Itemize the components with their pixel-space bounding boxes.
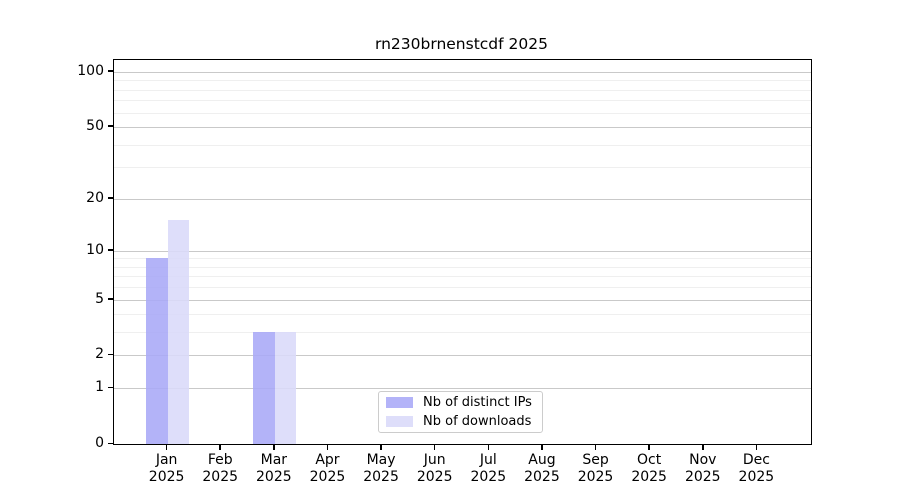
major-gridline [114, 250, 811, 252]
x-tick-label: Sep 2025 [577, 452, 614, 485]
bar-downloads [167, 220, 190, 444]
major-gridline [114, 126, 811, 128]
minor-gridline [114, 144, 811, 146]
minor-gridline [114, 332, 811, 334]
minor-gridline [114, 112, 811, 114]
major-gridline [114, 71, 811, 73]
legend-label: Nb of distinct IPs [423, 395, 532, 410]
x-tick-mark [594, 444, 597, 450]
x-tick-mark [648, 444, 650, 450]
minor-gridline [114, 314, 811, 316]
y-tick-mark [108, 353, 113, 356]
y-tick-mark [108, 249, 113, 251]
minor-gridline [114, 167, 811, 169]
major-gridline [114, 198, 811, 200]
x-tick-mark [219, 444, 221, 450]
major-gridline [114, 299, 811, 301]
y-tick-label: 20 [86, 189, 104, 206]
bar-distinct-ips [253, 332, 275, 444]
legend-item-distinct-ips: Nb of distinct IPs [386, 395, 535, 410]
downloads-swatch-icon [386, 416, 413, 427]
x-tick-mark [487, 444, 490, 450]
legend: Nb of distinct IPs Nb of downloads [378, 391, 543, 433]
plot-area [113, 59, 812, 445]
x-tick-label: Apr 2025 [309, 452, 346, 485]
y-tick-mark [108, 197, 113, 199]
bar-distinct-ips [146, 258, 168, 444]
major-gridline [114, 355, 811, 357]
x-tick-label: Dec 2025 [738, 452, 775, 485]
x-tick-label: Jun 2025 [416, 452, 453, 485]
y-tick-mark [108, 442, 113, 444]
y-tick-label: 2 [95, 346, 104, 363]
minor-gridline [114, 89, 811, 91]
x-tick-label: Oct 2025 [631, 452, 667, 485]
minor-gridline [114, 100, 811, 102]
bar-downloads [274, 332, 297, 444]
legend-label: Nb of downloads [423, 414, 532, 429]
major-gridline [114, 388, 811, 390]
x-tick-mark [433, 444, 436, 450]
x-tick-mark [165, 444, 168, 450]
minor-gridline [114, 266, 811, 268]
legend-item-downloads: Nb of downloads [386, 414, 535, 429]
x-tick-label: Aug 2025 [524, 452, 560, 485]
x-tick-mark [326, 444, 329, 450]
x-tick-mark [273, 444, 275, 450]
x-tick-mark [702, 444, 704, 450]
y-tick-label: 5 [95, 290, 104, 307]
minor-gridline [114, 276, 811, 278]
x-tick-label: Mar 2025 [256, 452, 292, 485]
y-tick-mark [108, 125, 113, 127]
minor-gridline [114, 80, 811, 82]
x-tick-mark [380, 444, 382, 450]
x-tick-label: Feb 2025 [202, 452, 239, 485]
minor-gridline [114, 258, 811, 260]
x-tick-label: May 2025 [363, 452, 399, 485]
x-tick-label: Jul 2025 [470, 452, 507, 485]
y-tick-mark [108, 70, 113, 72]
y-tick-label: 1 [95, 379, 104, 396]
x-tick-mark [755, 444, 758, 450]
x-tick-mark [541, 444, 543, 450]
minor-gridline [114, 287, 811, 289]
x-tick-label: Nov 2025 [684, 452, 721, 485]
y-tick-label: 10 [86, 241, 104, 258]
chart-title: rn230brnenstcdf 2025 [375, 35, 548, 53]
x-tick-label: Jan 2025 [148, 452, 185, 485]
y-tick-label: 50 [86, 117, 104, 134]
y-tick-label: 0 [95, 435, 104, 451]
y-tick-label: 100 [77, 62, 104, 79]
y-tick-mark [108, 298, 113, 300]
distinct-ips-swatch-icon [386, 397, 413, 408]
y-tick-mark [108, 386, 113, 389]
